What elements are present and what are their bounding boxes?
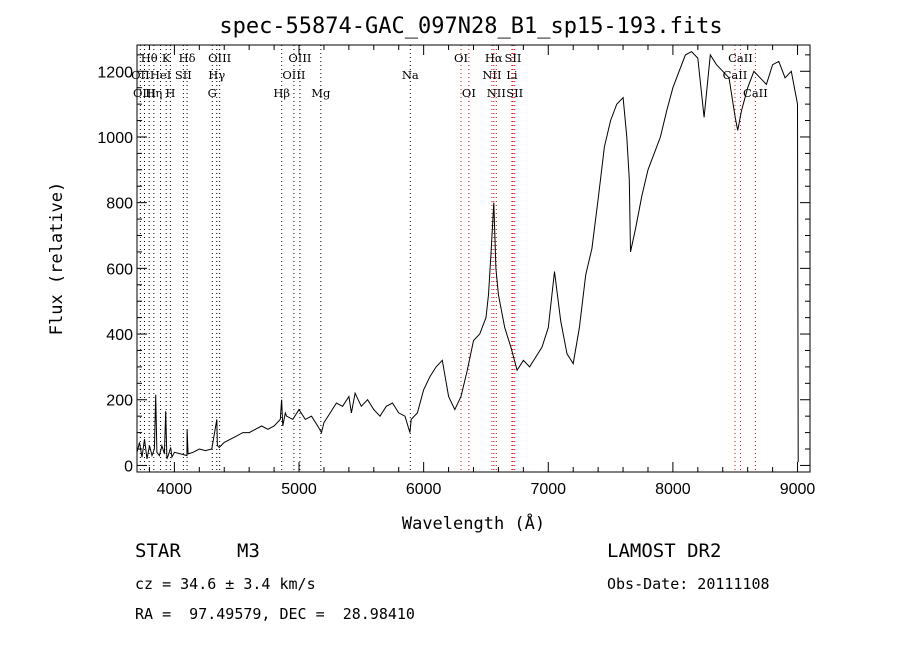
- line-label-20: NII: [482, 68, 501, 82]
- line-label-3: K: [162, 51, 171, 65]
- x-axis-label: Wavelength (Å): [402, 512, 545, 534]
- plot-frame: [136, 44, 811, 473]
- line-label-21: NII: [487, 86, 506, 100]
- line-label-4: HeI: [150, 68, 171, 82]
- line-label-19: Hα: [485, 51, 503, 65]
- line-label-24: SII: [506, 86, 523, 100]
- x-tick-label-1: 5000: [281, 481, 317, 498]
- y-tick-label-2: 400: [106, 327, 133, 344]
- survey-name: LAMOST DR2: [607, 540, 722, 562]
- spectrum-line: [136, 50, 799, 463]
- line-label-1: OII: [131, 68, 150, 82]
- line-label-12: OIII: [288, 51, 311, 65]
- line-label-17: OI: [454, 51, 468, 65]
- x-tick-label-0: 4000: [157, 481, 193, 498]
- x-tick-label-5: 9000: [780, 481, 816, 498]
- redshift-velocity: cz = 34.6 ± 3.4 km/s: [135, 575, 316, 593]
- line-label-11: G: [208, 86, 217, 100]
- y-axis-label: Flux (relative): [47, 182, 67, 336]
- line-label-25: CaII: [728, 51, 753, 65]
- line-label-6: Hδ: [179, 51, 196, 65]
- line-label-13: OIII: [282, 68, 305, 82]
- line-label-10: Hγ: [208, 68, 225, 82]
- line-label-14: Hβ: [273, 86, 290, 100]
- line-label-15: Mg: [311, 86, 331, 100]
- line-label-22: SII: [505, 51, 522, 65]
- x-tick-label-2: 6000: [406, 481, 442, 498]
- line-label-23: Li: [506, 68, 518, 82]
- line-label-2: OIII: [133, 86, 156, 100]
- y-tick-label-0: 0: [124, 458, 133, 475]
- line-label-27: CaII: [743, 86, 768, 100]
- line-label-0: Hθ: [141, 51, 158, 65]
- y-tick-label-6: 1200: [97, 64, 133, 81]
- object-class: STAR: [135, 540, 181, 562]
- line-label-16: Na: [402, 68, 419, 82]
- coordinates: RA = 97.49579, DEC = 28.98410: [135, 605, 415, 623]
- line-label-5: Hη: [145, 86, 162, 100]
- line-label-7: SII: [175, 68, 192, 82]
- y-tick-label-5: 1000: [97, 130, 133, 147]
- line-label-18: OI: [462, 86, 476, 100]
- x-tick-label-3: 7000: [530, 481, 566, 498]
- observation-date: Obs-Date: 20111108: [607, 575, 770, 593]
- line-label-8: H: [165, 86, 175, 100]
- line-label-9: OIII: [208, 51, 231, 65]
- y-tick-label-3: 600: [106, 261, 133, 278]
- y-tick-label-1: 200: [106, 393, 133, 410]
- chart-title: spec-55874-GAC_097N28_B1_sp15-193.fits: [219, 14, 722, 39]
- object-subclass: M3: [237, 540, 260, 562]
- x-tick-label-4: 8000: [655, 481, 691, 498]
- y-tick-label-4: 800: [106, 196, 133, 213]
